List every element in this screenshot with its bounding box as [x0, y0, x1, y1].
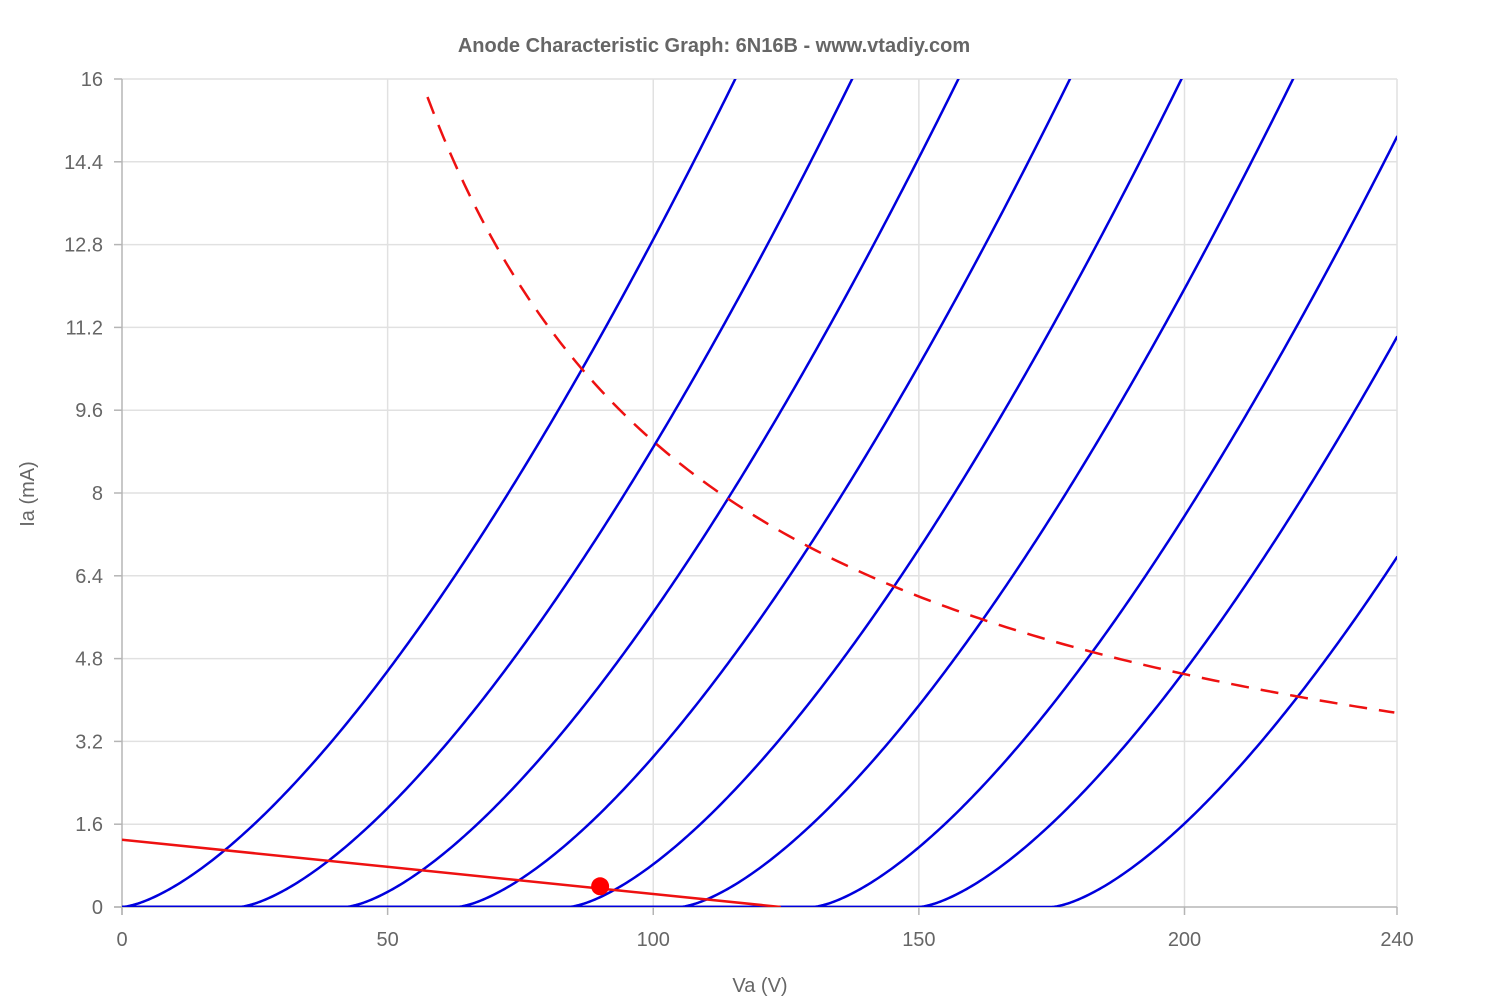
x-tick-label: 200 [1168, 929, 1201, 951]
anode-curve-curve-4 [122, 79, 1072, 907]
anode-curve-curve-9 [122, 555, 1397, 907]
x-tick-label: 150 [902, 929, 935, 951]
x-axis-ticks: 0 50 100 150 200 240 [116, 907, 1414, 951]
x-axis-title: Va (V) [732, 975, 787, 997]
anode-curve-curve-2 [122, 79, 854, 907]
load-line [122, 838, 781, 907]
axes [114, 79, 1397, 915]
anode-curve-curve-8 [122, 335, 1397, 907]
y-tick-label: 14.4 [64, 152, 103, 174]
anode-curve-curve-3 [122, 79, 960, 907]
anode-curve-curve-5 [122, 79, 1183, 907]
operating-point [591, 877, 610, 896]
anode-curve-curve-7 [122, 135, 1397, 907]
y-tick-label: 0 [92, 897, 103, 919]
y-tick-label: 9.6 [75, 400, 103, 422]
y-tick-label: 8 [92, 483, 103, 505]
y-axis-title: Ia (mA) [17, 461, 39, 527]
y-tick-label: 3.2 [75, 731, 103, 753]
max-dissipation-curve [426, 96, 1395, 714]
y-axis-ticks: 0 1.6 3.2 4.8 6.4 8 9.6 11.2 12.8 14.4 16 [64, 69, 122, 919]
grid [122, 78, 1398, 907]
x-tick-label: 100 [637, 929, 670, 951]
anode-curve-curve-1 [122, 79, 737, 907]
y-tick-label: 6.4 [75, 566, 103, 588]
y-tick-label: 16 [81, 69, 103, 91]
y-tick-label: 11.2 [66, 317, 103, 339]
x-tick-label: 50 [377, 929, 399, 951]
y-tick-label: 12.8 [64, 235, 103, 257]
chart-title: Anode Characteristic Graph: 6N16B - www.… [458, 35, 970, 57]
x-tick-label: 0 [116, 929, 127, 951]
anode-curve-curve-6 [122, 79, 1295, 907]
plot-area [122, 79, 1397, 907]
overlays [122, 96, 1395, 907]
anode-curves [122, 79, 1397, 907]
y-tick-label: 1.6 [75, 814, 103, 836]
x-tick-label: 240 [1380, 929, 1413, 951]
y-tick-label: 4.8 [75, 649, 103, 671]
